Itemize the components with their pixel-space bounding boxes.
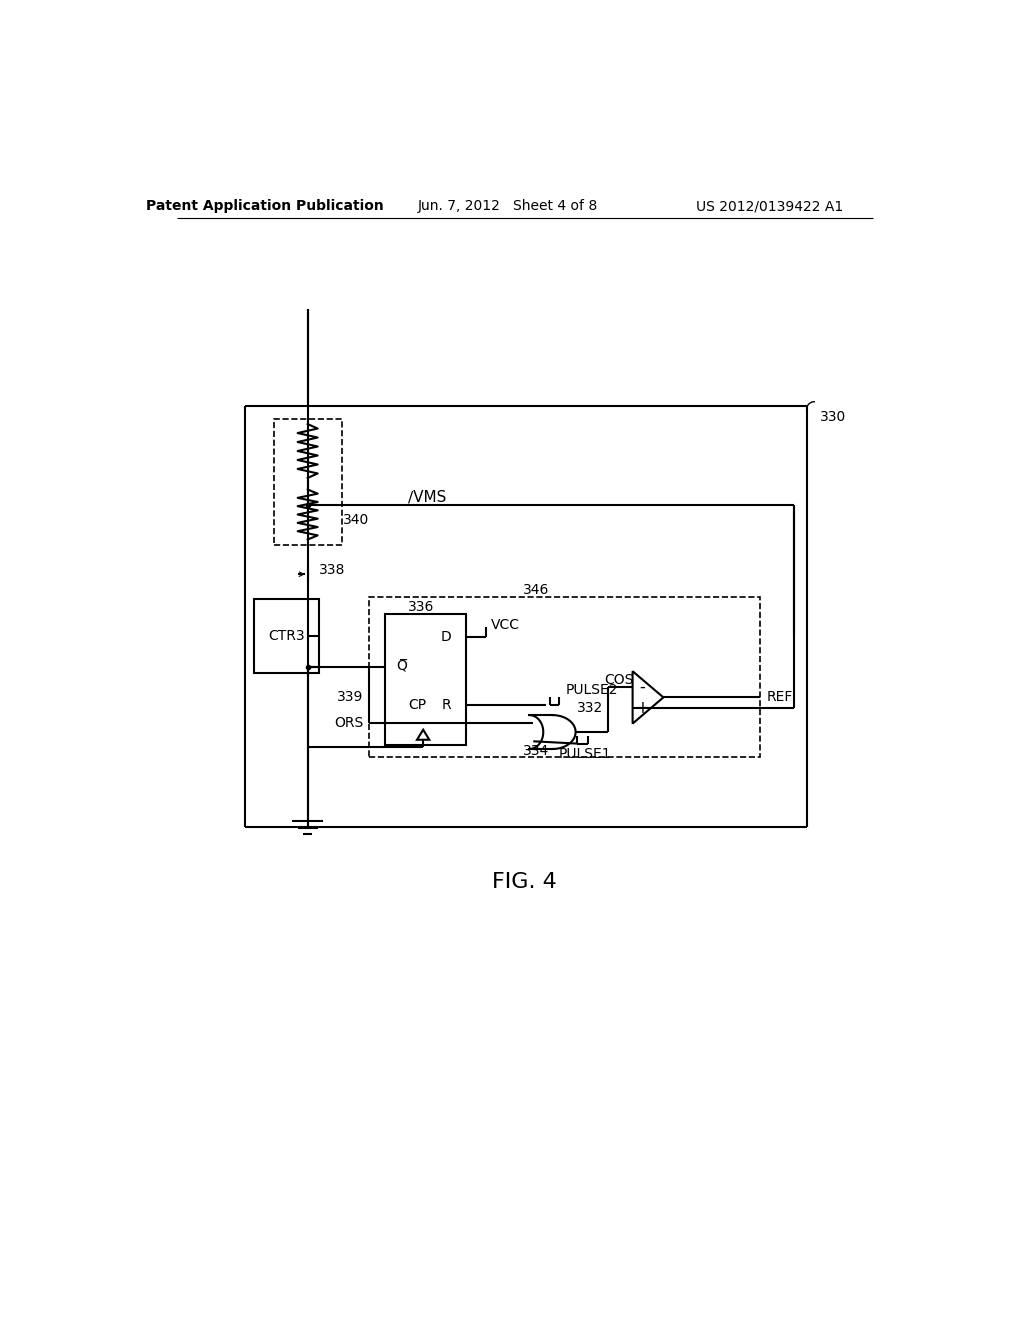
Text: PULSE1: PULSE1 xyxy=(558,747,611,762)
Bar xyxy=(370,597,761,758)
Text: R: R xyxy=(441,698,452,711)
Text: VCC: VCC xyxy=(490,618,520,632)
Text: 338: 338 xyxy=(318,564,345,577)
Text: Patent Application Publication: Patent Application Publication xyxy=(146,199,384,213)
Text: COS: COS xyxy=(604,673,634,688)
Text: Q̅: Q̅ xyxy=(396,660,407,673)
Bar xyxy=(273,418,342,545)
Text: FIG. 4: FIG. 4 xyxy=(493,873,557,892)
Text: 339: 339 xyxy=(337,690,364,705)
Text: 330: 330 xyxy=(819,411,846,424)
Text: 336: 336 xyxy=(408,599,434,614)
Text: Jun. 7, 2012   Sheet 4 of 8: Jun. 7, 2012 Sheet 4 of 8 xyxy=(418,199,598,213)
Bar xyxy=(385,614,466,744)
Bar xyxy=(254,599,319,673)
Text: PULSE2: PULSE2 xyxy=(565,682,618,697)
Text: ORS: ORS xyxy=(334,715,364,730)
Text: 332: 332 xyxy=(578,701,603,715)
Text: CP: CP xyxy=(408,698,426,711)
Text: CTR3: CTR3 xyxy=(268,628,304,643)
Text: 340: 340 xyxy=(343,513,370,527)
Text: D: D xyxy=(441,631,452,644)
Text: 346: 346 xyxy=(523,582,550,597)
Text: +: + xyxy=(635,700,649,717)
Text: 334: 334 xyxy=(523,744,550,758)
Text: US 2012/0139422 A1: US 2012/0139422 A1 xyxy=(696,199,844,213)
Text: REF: REF xyxy=(767,690,793,705)
Text: -: - xyxy=(639,677,645,696)
Text: ∕VMS: ∕VMS xyxy=(408,490,446,504)
